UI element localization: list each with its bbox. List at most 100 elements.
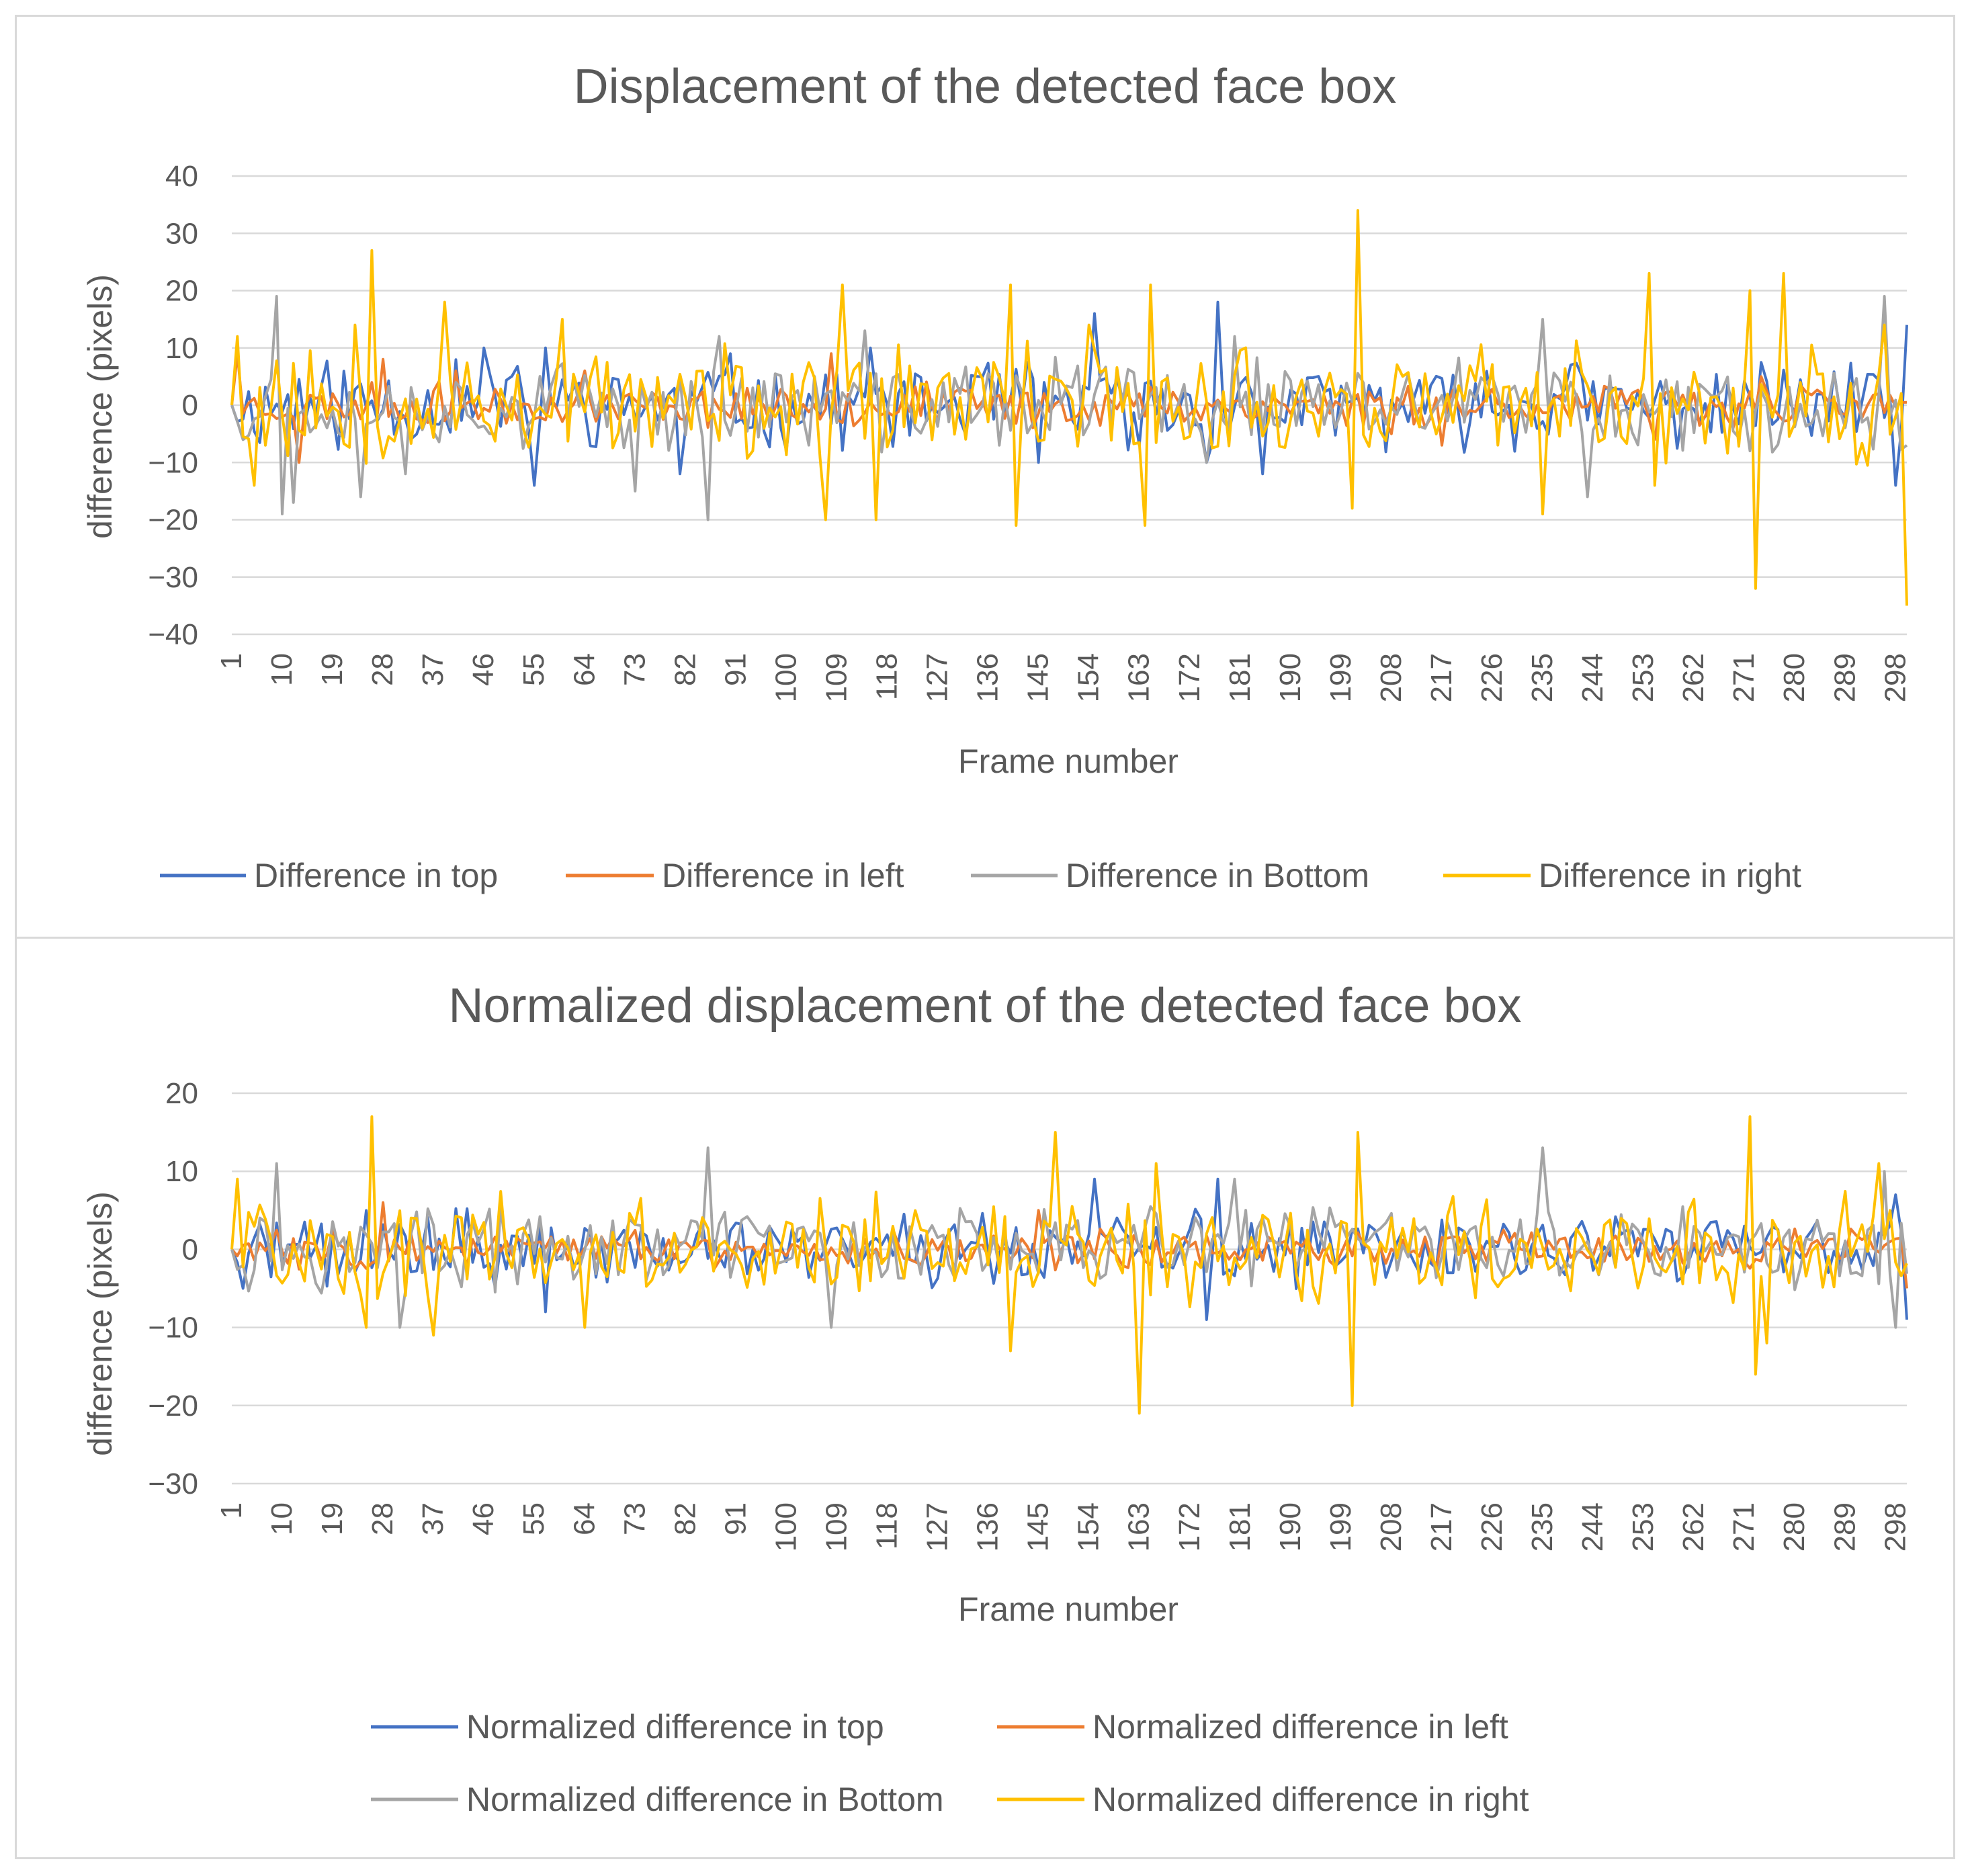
y-tick-label: 10 [165,1155,198,1188]
y-tick-label: 30 [165,217,198,250]
x-tick-label: 280 [1778,1502,1811,1551]
x-tick-label: 46 [467,653,500,686]
y-tick-label: 20 [165,275,198,308]
x-tick-label: 10 [265,653,298,686]
series-lines [230,209,1908,606]
x-tick-label: 145 [1022,653,1055,702]
x-tick-label: 181 [1224,1502,1256,1551]
x-tick-label: 136 [972,653,1004,702]
y-tick-label: −20 [148,504,198,537]
x-tick-label: 55 [517,653,550,686]
y-axis-label: difference (pixels) [81,274,119,539]
x-tick-label: 280 [1778,653,1811,702]
legend-label: Normalized difference in top [466,1708,884,1746]
x-tick-label: 37 [417,1502,449,1535]
x-tick-label: 19 [316,1502,349,1535]
x-tick-label: 127 [921,1502,954,1551]
x-tick-label: 46 [467,1502,500,1535]
x-tick-label: 289 [1828,1502,1861,1551]
y-tick-label: −20 [148,1390,198,1422]
x-tick-label: 289 [1828,653,1861,702]
series-line-1 [230,352,1908,464]
x-axis-label: Frame number [958,742,1179,780]
x-tick-label: 163 [1123,1502,1156,1551]
legend-label: Normalized difference in Bottom [466,1781,944,1818]
x-tick-label: 28 [366,1502,399,1535]
y-tick-labels: 20 10 0 −10 −20 −30 [148,1077,198,1500]
x-tick-label: 154 [1072,653,1105,702]
x-tick-label: 127 [921,653,954,702]
y-axis-label: difference (pixels) [81,1191,119,1456]
x-tick-labels: 1 10 19 28 37 46 55 64 73 82 91 100 109 118 127 136 145 1… [215,1502,1912,1551]
x-tick-label: 235 [1526,1502,1559,1551]
y-tick-label: 40 [165,160,198,193]
series-line-0 [230,300,1908,487]
x-tick-label: 271 [1727,1502,1760,1551]
x-tick-label: 118 [871,653,904,700]
series-line-3 [230,209,1908,606]
x-tick-label: 19 [316,653,349,686]
x-tick-label: 199 [1324,1502,1357,1551]
x-tick-label: 100 [769,1502,802,1551]
legend-label: Difference in top [254,857,498,894]
x-tick-label: 181 [1224,653,1256,702]
x-tick-labels: 1 10 19 28 37 46 55 64 73 82 91 100 109 118 127 136 145 1… [215,653,1912,702]
x-tick-label: 28 [366,653,399,686]
x-tick-label: 271 [1727,653,1760,702]
x-tick-label: 82 [669,653,701,686]
x-tick-label: 244 [1576,1502,1609,1551]
series-line-3 [230,1115,1908,1415]
y-tick-label: 0 [182,389,198,422]
series-line-1 [230,1201,1908,1289]
x-tick-label: 1 [215,1502,248,1519]
legend-label: Difference in Bottom [1066,857,1369,894]
chart-title: Normalized displacement of the detected … [449,979,1522,1033]
x-tick-label: 109 [820,1502,853,1551]
x-tick-label: 163 [1123,653,1156,702]
x-tick-label: 73 [618,653,651,686]
y-tick-label: 0 [182,1233,198,1266]
y-tick-labels: 40 30 20 10 0 −10 −20 −30 −40 [148,160,198,651]
x-tick-label: 190 [1274,1502,1307,1551]
legend-label: Difference in left [662,857,904,894]
chart-divider [15,937,1955,939]
legend: Normalized difference in top Normalized d… [371,1708,1529,1818]
x-tick-label: 91 [719,1502,752,1535]
y-tick-label: −40 [148,618,198,651]
x-tick-label: 91 [719,653,752,686]
x-tick-label: 37 [417,653,449,686]
chart-title: Displacement of the detected face box [574,60,1397,114]
x-tick-label: 10 [265,1502,298,1535]
x-tick-label: 235 [1526,653,1559,702]
x-tick-label: 226 [1475,1502,1508,1551]
series-line-2 [230,295,1908,521]
x-tick-label: 145 [1022,1502,1055,1551]
x-tick-label: 55 [517,1502,550,1535]
x-tick-label: 226 [1475,653,1508,702]
legend-label: Normalized difference in left [1093,1708,1508,1746]
y-tick-label: 10 [165,332,198,365]
y-tick-label: −10 [148,446,198,479]
y-tick-label: 20 [165,1077,198,1110]
gridlines [232,1092,1907,1485]
x-tick-label: 253 [1627,1502,1660,1551]
y-tick-label: −30 [148,1467,198,1500]
y-tick-label: −30 [148,561,198,594]
x-tick-label: 64 [568,653,601,686]
x-tick-label: 154 [1072,1502,1105,1551]
x-tick-label: 262 [1677,653,1710,702]
x-axis-label: Frame number [958,1590,1179,1628]
x-tick-label: 64 [568,1502,601,1535]
normalized-displacement-chart: Normalized displacement of the detected … [81,979,1912,1818]
x-tick-label: 298 [1879,1502,1912,1551]
gridlines [232,175,1907,636]
x-tick-label: 190 [1274,653,1307,702]
x-tick-label: 217 [1425,653,1458,702]
x-tick-label: 172 [1173,1502,1206,1551]
x-tick-label: 253 [1627,653,1660,702]
x-tick-label: 199 [1324,653,1357,702]
x-tick-label: 208 [1375,1502,1408,1551]
x-tick-label: 262 [1677,1502,1710,1551]
x-tick-label: 118 [871,1502,904,1549]
